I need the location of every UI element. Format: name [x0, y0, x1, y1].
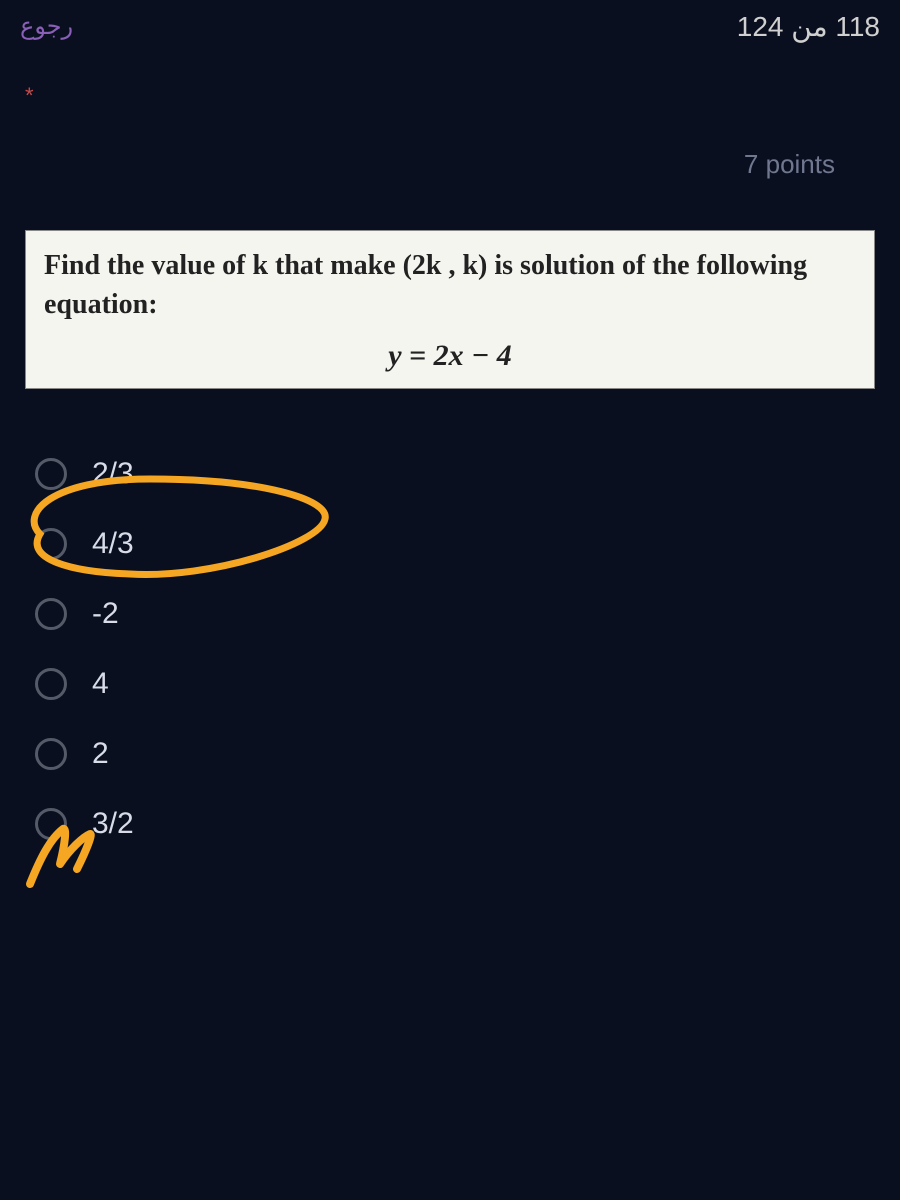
radio-icon[interactable] — [35, 528, 67, 560]
option-label: 4/3 — [92, 527, 134, 561]
option-row[interactable]: 2 — [25, 719, 875, 789]
question-box: Find the value of k that make (2k , k) i… — [25, 230, 875, 389]
option-label: 2 — [92, 737, 109, 771]
option-label: -2 — [92, 597, 119, 631]
option-row[interactable]: -2 — [25, 579, 875, 649]
options-list: 2/3 4/3 -2 4 2 3/2 — [25, 419, 875, 859]
equation: y = 2x − 4 — [44, 339, 856, 373]
option-label: 2/3 — [92, 457, 134, 491]
radio-icon[interactable] — [35, 458, 67, 490]
option-row[interactable]: 4 — [25, 649, 875, 719]
option-row[interactable]: 2/3 — [25, 439, 875, 509]
content-area: * 7 points Find the value of k that make… — [0, 53, 900, 889]
points-label: 7 points — [25, 149, 875, 180]
option-row[interactable]: 3/2 — [25, 789, 875, 859]
question-prompt: Find the value of k that make (2k , k) i… — [44, 246, 856, 324]
header: 118 من 124 رجوع — [0, 0, 900, 53]
option-row[interactable]: 4/3 — [25, 509, 875, 579]
radio-icon[interactable] — [35, 808, 67, 840]
option-label: 4 — [92, 667, 109, 701]
back-link[interactable]: رجوع — [20, 12, 73, 41]
radio-icon[interactable] — [35, 668, 67, 700]
radio-icon[interactable] — [35, 738, 67, 770]
radio-icon[interactable] — [35, 598, 67, 630]
required-asterisk: * — [25, 83, 875, 109]
option-label: 3/2 — [92, 807, 134, 841]
progress-indicator: 118 من 124 — [737, 10, 880, 43]
